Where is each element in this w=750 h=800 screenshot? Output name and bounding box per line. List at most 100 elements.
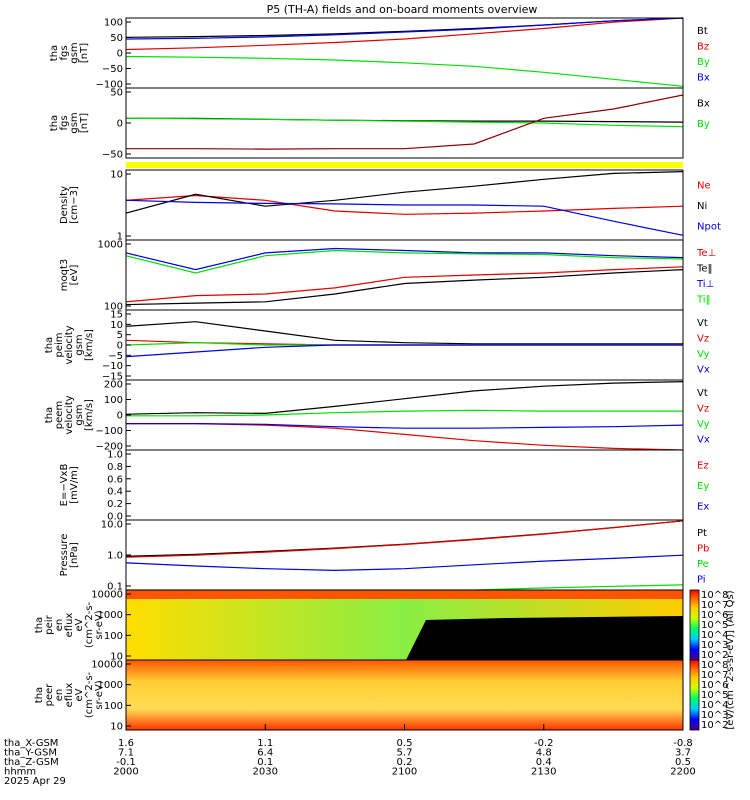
orbit-tick-label: 0.2 <box>397 757 413 768</box>
y-tick-label: 50 <box>110 88 123 99</box>
y-tick-label: 100 <box>104 395 123 406</box>
y-tick-label: 0.2 <box>107 499 123 510</box>
spectrogram-empty <box>406 616 683 660</box>
y-tick-label: 0.1 <box>107 582 123 593</box>
series-line-3-2 <box>125 171 684 214</box>
y-tick-label: 10.0 <box>101 520 123 531</box>
panel-10: 10000 1000 100 10 tha peer en eflux eV (cm^2-s-sr… <box>34 659 684 733</box>
colorbar-tick: 10^5 <box>701 620 728 631</box>
y-axis-label: peer <box>44 683 55 707</box>
panel-2: 50 0 −50 tha fgs gsm [nT] Bx By <box>49 87 710 161</box>
legend-entry: By <box>697 57 710 68</box>
y-tick-label: 0.0 <box>107 512 123 523</box>
y-axis-label: [nPa] <box>69 542 80 568</box>
y-tick-label: −15 <box>102 372 123 383</box>
y-tick-label: 0.8 <box>107 462 123 473</box>
colorbar-tick: 10^2 <box>701 650 728 661</box>
series-line-8-2 <box>125 520 684 558</box>
orbit-row-label: hhmm <box>4 767 36 778</box>
y-tick-label: 0 <box>117 411 123 422</box>
orbit-tick-label: 0.4 <box>536 757 552 768</box>
series-line-8-4 <box>125 554 684 572</box>
orbit-tick-label: 2030 <box>253 767 278 778</box>
legend-entry: Vz <box>697 333 709 344</box>
legend-entry: Bx <box>697 72 710 83</box>
y-axis-label: en <box>54 689 65 702</box>
orbit-tick-label: 2100 <box>392 767 417 778</box>
y-axis-label: peem <box>54 401 65 429</box>
y-tick-label: 100 <box>104 701 123 712</box>
chart-title: P5 (TH-A) fields and on-board moments ov… <box>267 3 538 16</box>
legend-entry: Vt <box>697 388 708 399</box>
orbit-row-label: 2025 Apr 29 <box>4 776 66 787</box>
orbit-tick-label: 4.8 <box>536 748 552 759</box>
series-line-8-3 <box>126 584 684 591</box>
colorbar-tick: 10^8 <box>701 660 728 671</box>
y-tick-label: 10 <box>110 722 123 733</box>
y-tick-label: −5 <box>108 351 123 362</box>
orbit-tick-label: 2130 <box>531 767 556 778</box>
orbit-row-label: tha_Z-GSM <box>4 757 59 768</box>
colorbar-tick: 10^4 <box>701 700 728 711</box>
legend-entry: By <box>697 119 710 130</box>
colorbar-tick: 10^6 <box>701 610 728 621</box>
orbit-tick-label: 0.1 <box>257 757 273 768</box>
legend-entry: Vx <box>697 434 710 445</box>
legend-entry: Pb <box>697 543 709 554</box>
series-line-8-1 <box>125 520 684 557</box>
y-axis-label: fgs <box>59 45 70 60</box>
y-axis-label: en <box>54 619 65 632</box>
series-line-4-1 <box>125 266 684 303</box>
colorbar-tick: 10^2 <box>701 720 728 731</box>
colorbar-tick: 10^3 <box>701 710 728 721</box>
y-tick-label: 15 <box>110 310 123 321</box>
y-axis-label: [km/s] <box>84 399 95 431</box>
legend-entry: Ne <box>697 180 711 191</box>
y-axis-label: eV <box>74 688 85 701</box>
y-axis-label: tha <box>49 45 60 61</box>
y-axis-label: sr-eV) <box>94 610 105 639</box>
y-tick-label: 1000 <box>98 610 123 621</box>
legend-entry: Bt <box>697 26 708 37</box>
y-tick-label: 0 <box>117 119 123 130</box>
panel-9: 10000 1000 100 10 tha peir en eflux eV (cm^2-s-sr… <box>34 589 684 663</box>
y-axis-label: [cm−3] <box>69 186 80 224</box>
legend-entry: Vt <box>697 318 708 329</box>
colorbar-tick: 10^8 <box>701 590 728 601</box>
y-tick-label: 100 <box>104 631 123 642</box>
y-axis-label: velocity <box>64 395 75 434</box>
series-line-6-1 <box>125 381 684 415</box>
y-axis-label: Pressure <box>59 534 70 577</box>
y-tick-label: 100 <box>104 18 123 29</box>
y-tick-label: −100 <box>96 80 123 91</box>
y-axis-label: tha <box>34 617 45 633</box>
legend-entry: Pi <box>697 574 706 585</box>
colorbar-scale <box>689 659 700 731</box>
series-line-5-1 <box>125 321 683 345</box>
y-axis-label: gsm <box>69 42 80 63</box>
series-line-6-4 <box>126 423 684 429</box>
orbit-tick-label: 0.5 <box>397 738 413 749</box>
series-line-6-2 <box>126 423 684 451</box>
y-tick-label: −100 <box>96 426 123 437</box>
orbit-row-label: tha_Y-GSM <box>4 748 57 759</box>
y-axis-label: (cm^2-s- <box>84 671 95 718</box>
colorbar: 10^810^710^610^510^410^310^210^810^710^6… <box>689 589 736 731</box>
colorbar-tick: 10^7 <box>701 600 728 611</box>
legend-entry: Ti⊥ <box>696 279 714 290</box>
colorbar-tick: 10^3 <box>701 640 728 651</box>
legend-entry: Ti‖ <box>696 294 711 305</box>
y-axis-label: sr-eV) <box>94 680 105 709</box>
y-axis-label: tha <box>34 687 45 703</box>
legend-entry: Te‖ <box>696 263 713 274</box>
series-line-1-3 <box>125 55 684 87</box>
y-tick-label: 200 <box>104 380 123 391</box>
orbit-tick-label: 0.5 <box>675 757 691 768</box>
y-axis-label: velocity <box>64 325 75 364</box>
series-line-2-2 <box>125 117 684 128</box>
panel-3: 10 1 Density [cm−3] Ne Ni Npot <box>59 169 721 243</box>
series-line-4-4 <box>125 249 684 274</box>
y-tick-label: 1.0 <box>107 450 123 461</box>
orbit-tick-label: 7.1 <box>118 748 134 759</box>
y-tick-label: 0.4 <box>107 487 123 498</box>
